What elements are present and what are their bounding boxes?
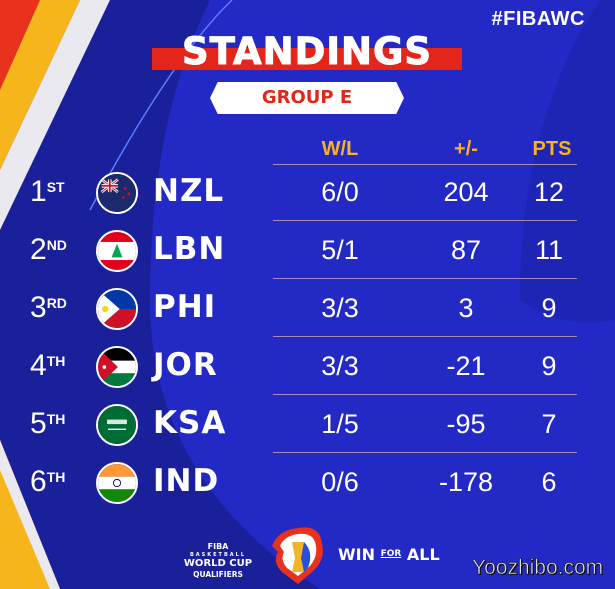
rank: 6TH (30, 465, 65, 499)
team-code: KSA (153, 405, 227, 441)
row-divider (273, 452, 577, 453)
flag-ksa-icon (96, 404, 138, 446)
flag-nzl-icon (96, 172, 138, 214)
flag-jor-icon (96, 346, 138, 388)
team-code: LBN (153, 231, 226, 267)
rank: 2ND (30, 233, 67, 267)
rank-suffix: TH (46, 353, 66, 369)
world-cup-2023-logo-icon (272, 527, 323, 584)
slogan-all: ALL (406, 545, 440, 564)
points: 9 (541, 293, 557, 323)
world-cup-text: WORLD CUP (183, 558, 253, 569)
slogan-for: FOR (380, 549, 402, 559)
header-wl: W/L (321, 138, 359, 160)
rank-number: 6 (30, 465, 47, 498)
points: 12 (533, 177, 565, 207)
rank-number: 1 (30, 175, 47, 208)
basketball-text: BASKETBALL (189, 552, 247, 558)
rank-suffix: TH (46, 411, 66, 427)
rank: 4TH (30, 349, 65, 383)
point-diff: 3 (458, 293, 474, 323)
rank-suffix: ND (46, 237, 67, 253)
point-diff: 204 (443, 177, 489, 207)
win-for-all-slogan: WIN FOR ALL (338, 545, 440, 564)
points: 9 (541, 351, 557, 381)
point-diff: -21 (446, 351, 486, 381)
watermark: Yoozhibo.com (472, 556, 604, 580)
rank: 5TH (30, 407, 65, 441)
flag-ind-icon (96, 462, 138, 504)
header-divider (273, 164, 577, 165)
point-diff: 87 (450, 235, 482, 265)
rank-number: 2 (30, 233, 47, 266)
win-loss: 5/1 (321, 235, 359, 265)
row-divider (273, 336, 577, 337)
points: 7 (541, 409, 557, 439)
flag-lbn-icon (96, 230, 138, 272)
header-pts: PTS (532, 138, 572, 160)
fiba-wcq-logo: FIBA BASKETBALL WORLD CUP QUALIFIERS (178, 543, 258, 579)
team-code: JOR (153, 347, 218, 383)
team-code: NZL (153, 173, 225, 209)
rank-number: 4 (30, 349, 47, 382)
team-code: PHI (153, 289, 217, 325)
rank-suffix: RD (46, 295, 67, 311)
win-loss: 0/6 (321, 467, 359, 497)
qualifiers-text: QUALIFIERS (193, 570, 243, 579)
rank: 3RD (30, 291, 67, 325)
title-underlay (152, 48, 462, 70)
hashtag: #FIBAWC (491, 8, 585, 30)
win-loss: 3/3 (321, 351, 359, 381)
points: 6 (541, 467, 557, 497)
point-diff: -95 (446, 409, 486, 439)
rank-number: 3 (30, 291, 47, 324)
flag-phi-icon (96, 288, 138, 330)
row-divider (273, 394, 577, 395)
page-title: STANDINGS (181, 30, 433, 74)
rank-suffix: TH (46, 469, 66, 485)
row-divider (273, 278, 577, 279)
header-diff: +/- (454, 138, 478, 160)
win-loss: 6/0 (321, 177, 359, 207)
rank-number: 5 (30, 407, 47, 440)
win-loss: 3/3 (321, 293, 359, 323)
rank: 1ST (30, 175, 65, 209)
point-diff: -178 (438, 467, 494, 497)
group-label: GROUP E (210, 82, 404, 114)
fiba-text: FIBA (207, 542, 229, 551)
slogan-win: WIN (338, 545, 375, 564)
win-loss: 1/5 (321, 409, 359, 439)
row-divider (273, 220, 577, 221)
rank-suffix: ST (46, 179, 65, 195)
team-code: IND (153, 463, 220, 499)
points: 11 (534, 235, 564, 265)
